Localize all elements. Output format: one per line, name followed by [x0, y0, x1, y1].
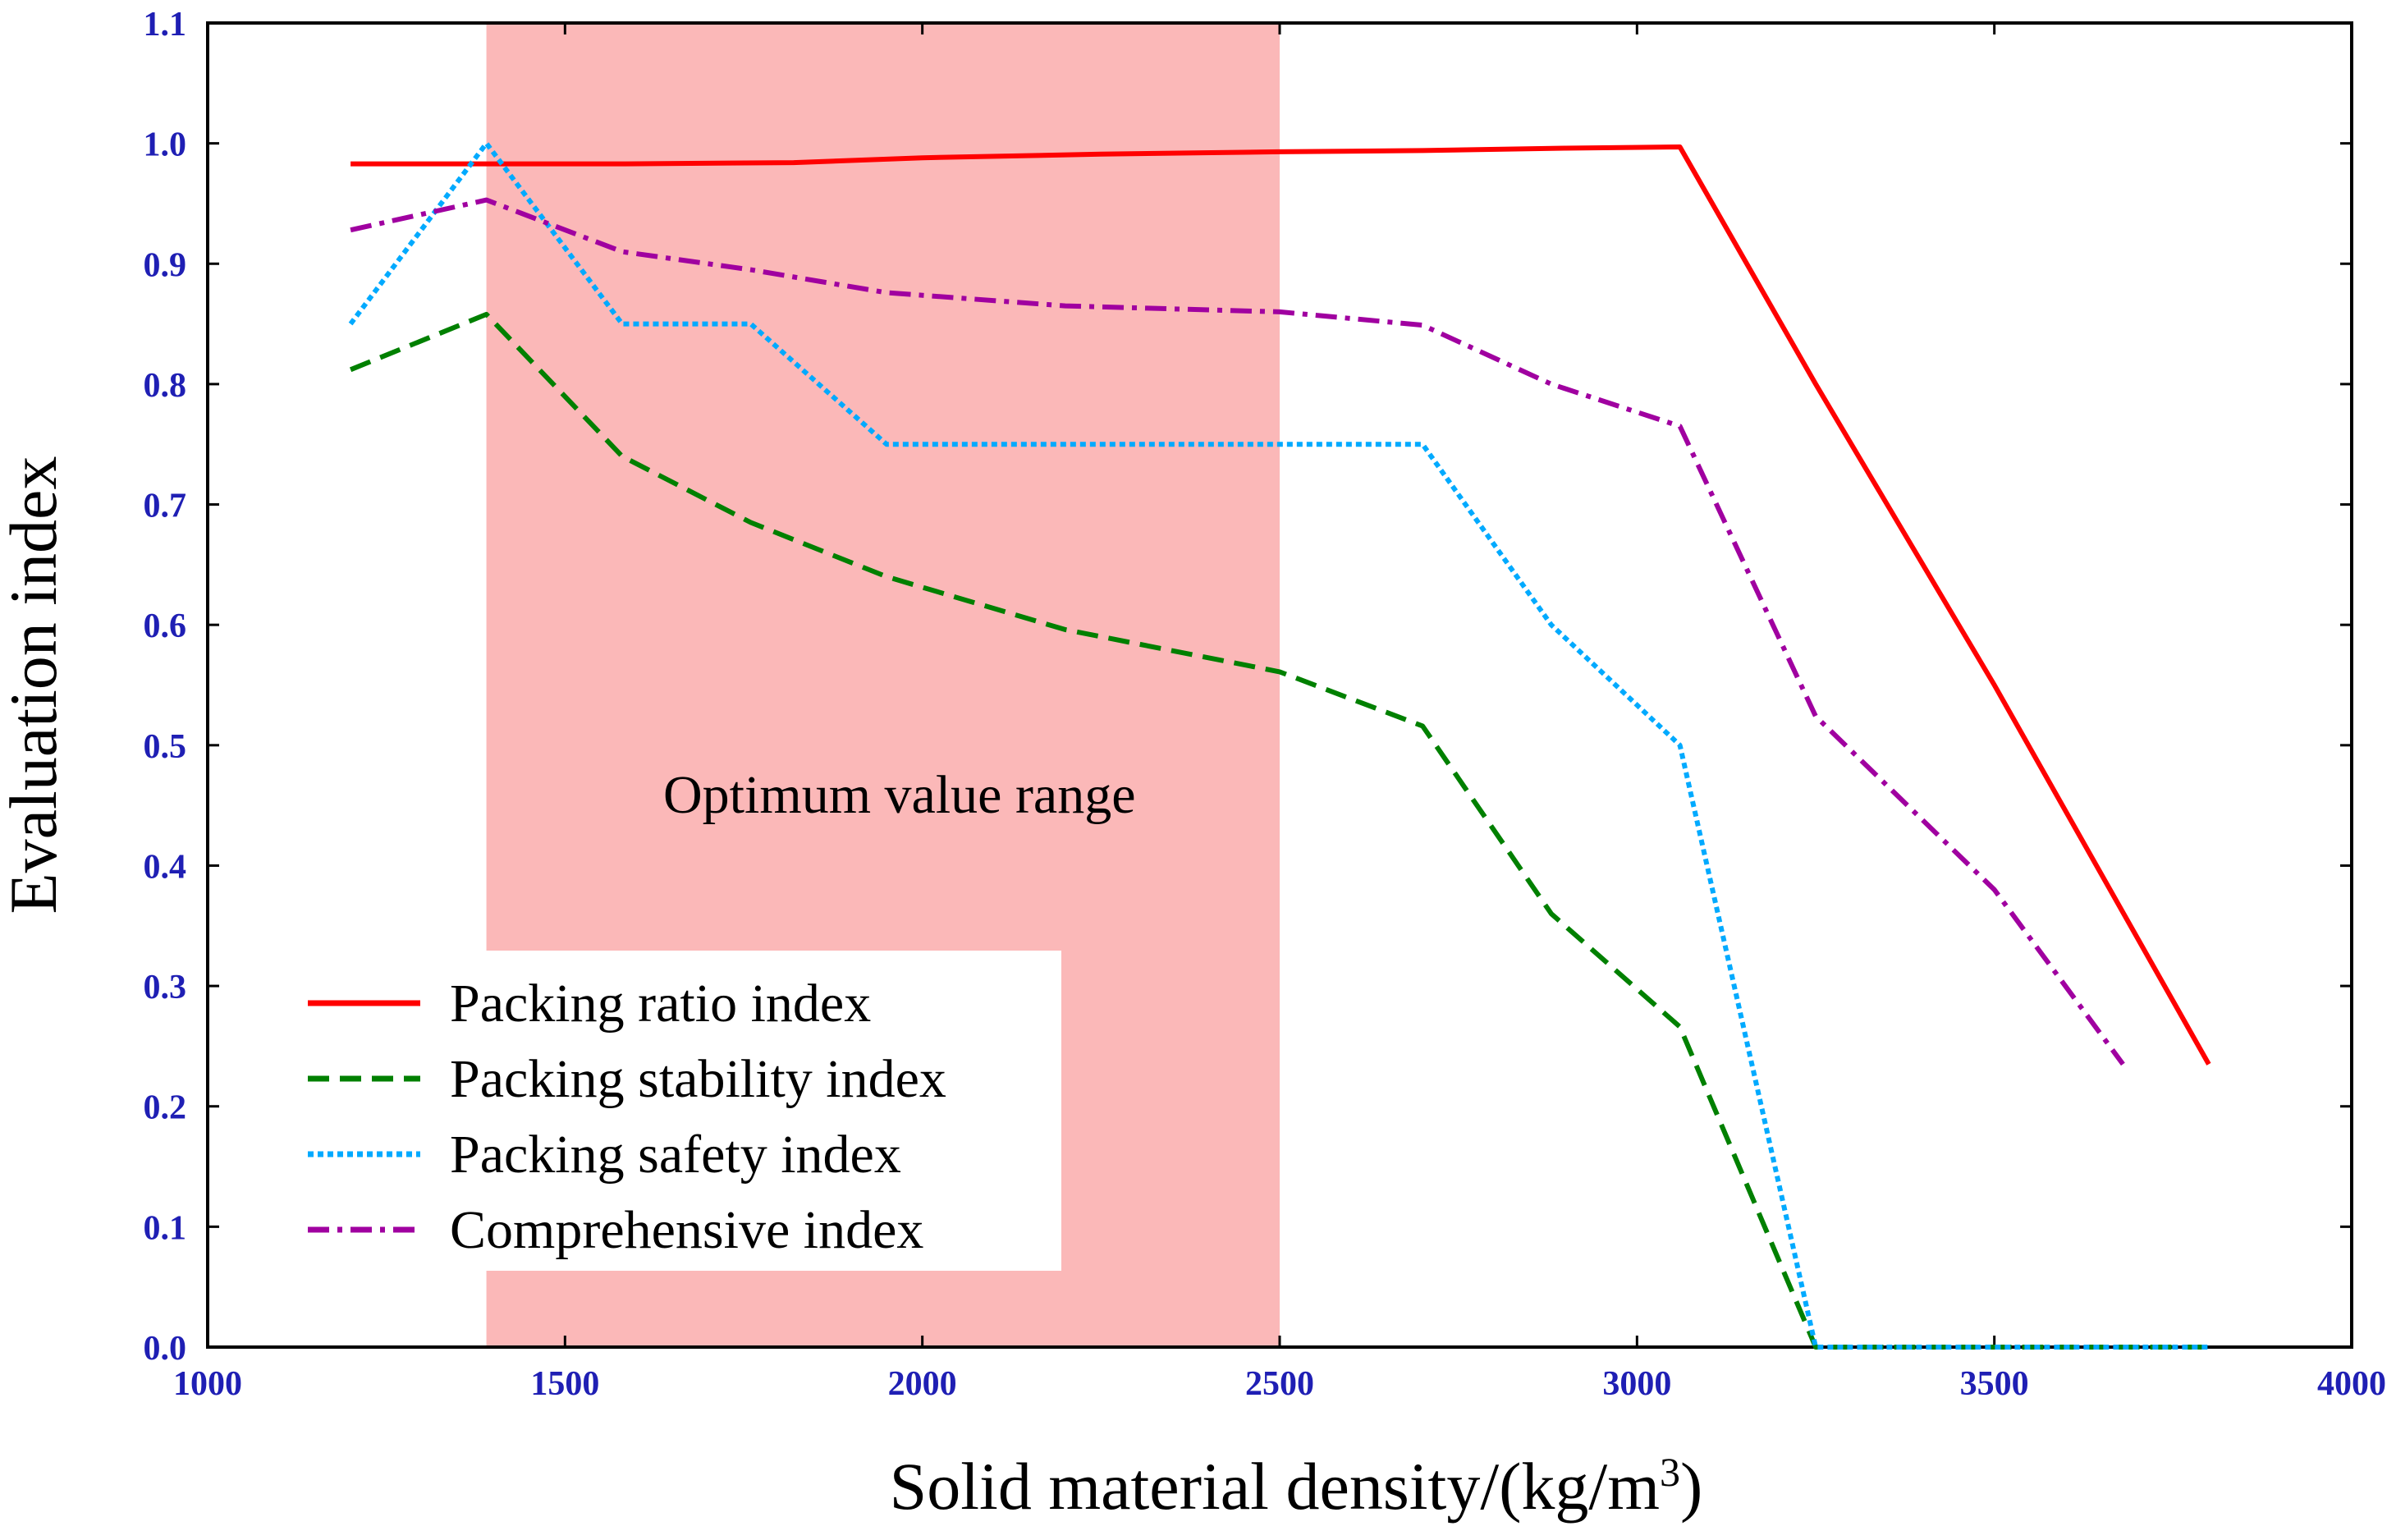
series-line-packing-stability-index — [349, 311, 2209, 1350]
y-tick-label: 0.0 — [144, 1330, 187, 1368]
legend-item: Packing safety index — [308, 1125, 901, 1185]
optimum-range-label: Optimum value range — [663, 765, 1136, 825]
legend-items: Packing ratio index Packing stability ind… — [308, 974, 946, 1260]
x-axis-title-end: ) — [1680, 1449, 1702, 1524]
y-tick-label: 0.8 — [144, 367, 187, 405]
y-tick-label: 1.0 — [144, 126, 187, 164]
y-tick-label: 0.9 — [144, 246, 187, 284]
legend-item: Packing stability index — [308, 1049, 946, 1109]
legend-label: Comprehensive index — [450, 1200, 923, 1260]
x-axis-title: Solid material density/(kg/m3) — [890, 1449, 1703, 1524]
legend-item: Comprehensive index — [308, 1200, 923, 1260]
series-line-packing-safety-index — [348, 140, 2209, 1350]
x-tick-label: 4000 — [2317, 1365, 2386, 1403]
x-axis-title-main: Solid material density/(kg/m — [890, 1449, 1660, 1524]
legend-item: Packing ratio index — [308, 974, 871, 1034]
axis-ticks: 1000 1500 2000 2500 3000 3500 4000 0.0 0.1 0.2 0.3… — [144, 6, 2387, 1403]
legend-label: Packing ratio index — [450, 974, 871, 1034]
y-tick-label: 1.1 — [144, 6, 187, 44]
x-tick-label: 1500 — [530, 1365, 599, 1403]
y-tick-label: 0.6 — [144, 607, 187, 645]
x-axis-title-superscript: 3 — [1660, 1449, 1680, 1495]
y-tick-label: 0.1 — [144, 1209, 187, 1247]
series-layer — [348, 140, 2211, 1350]
x-tick-label: 1000 — [173, 1365, 242, 1403]
x-tick-label: 3000 — [1602, 1365, 1671, 1403]
y-tick-label: 0.2 — [144, 1089, 187, 1127]
legend-label: Packing stability index — [450, 1049, 946, 1109]
y-tick-label: 0.4 — [144, 848, 187, 886]
series-line-packing-ratio-index — [350, 144, 2211, 1066]
x-tick-label: 2000 — [888, 1365, 957, 1403]
legend: Packing ratio index Packing stability ind… — [279, 951, 1061, 1271]
legend-label: Packing safety index — [450, 1125, 901, 1185]
series-line-comprehensive-index — [350, 197, 2125, 1066]
y-tick-label: 0.3 — [144, 969, 187, 1006]
x-tick-label: 3500 — [1960, 1365, 2029, 1403]
y-axis-title: Evaluation index — [0, 456, 71, 914]
y-tick-label: 0.5 — [144, 728, 187, 766]
y-tick-label: 0.7 — [144, 488, 187, 525]
x-tick-label: 2500 — [1245, 1365, 1314, 1403]
